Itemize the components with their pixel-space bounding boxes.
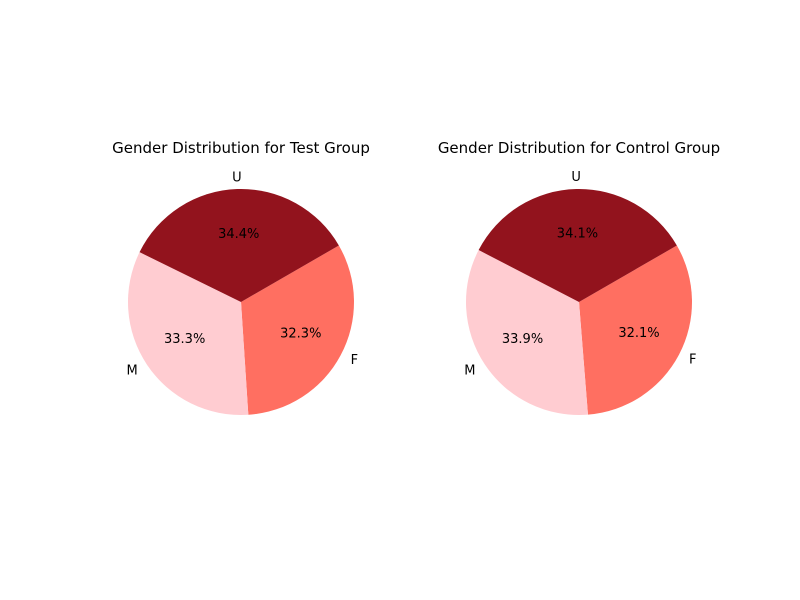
slice-category-label: M [464, 363, 475, 378]
pie-slice-u [139, 188, 339, 302]
slice-percent-label: 33.3% [164, 332, 205, 347]
pie-slice-m [465, 250, 588, 415]
slice-category-label: U [232, 170, 242, 185]
slice-percent-label: 34.1% [557, 227, 598, 242]
pie-slice-m [127, 252, 249, 415]
pie-labels: 32.3% F 33.3% M 34.4% U [126, 170, 358, 378]
slice-percent-label: 32.1% [618, 326, 659, 341]
chart-title: Gender Distribution for Test Group [112, 139, 370, 157]
slice-percent-label: 34.4% [218, 227, 259, 242]
slice-category-label: U [571, 170, 581, 185]
pie-slice-f [579, 245, 692, 415]
pie-labels: 32.1% F 33.9% M 34.1% U [464, 170, 696, 378]
pie-slice-f [241, 245, 354, 415]
chart-title: Gender Distribution for Control Group [438, 139, 720, 157]
test-group-pie: Gender Distribution for Test Group 32.3%… [112, 139, 370, 415]
slice-percent-label: 32.3% [280, 326, 321, 341]
slice-category-label: M [126, 364, 137, 379]
pie-slices [465, 188, 692, 415]
pie-slice-u [478, 188, 677, 302]
slice-category-label: F [351, 353, 358, 368]
pie-slices [127, 188, 354, 415]
slice-category-label: F [689, 352, 696, 367]
control-group-pie: Gender Distribution for Control Group 32… [438, 139, 720, 415]
slice-percent-label: 33.9% [502, 332, 543, 347]
